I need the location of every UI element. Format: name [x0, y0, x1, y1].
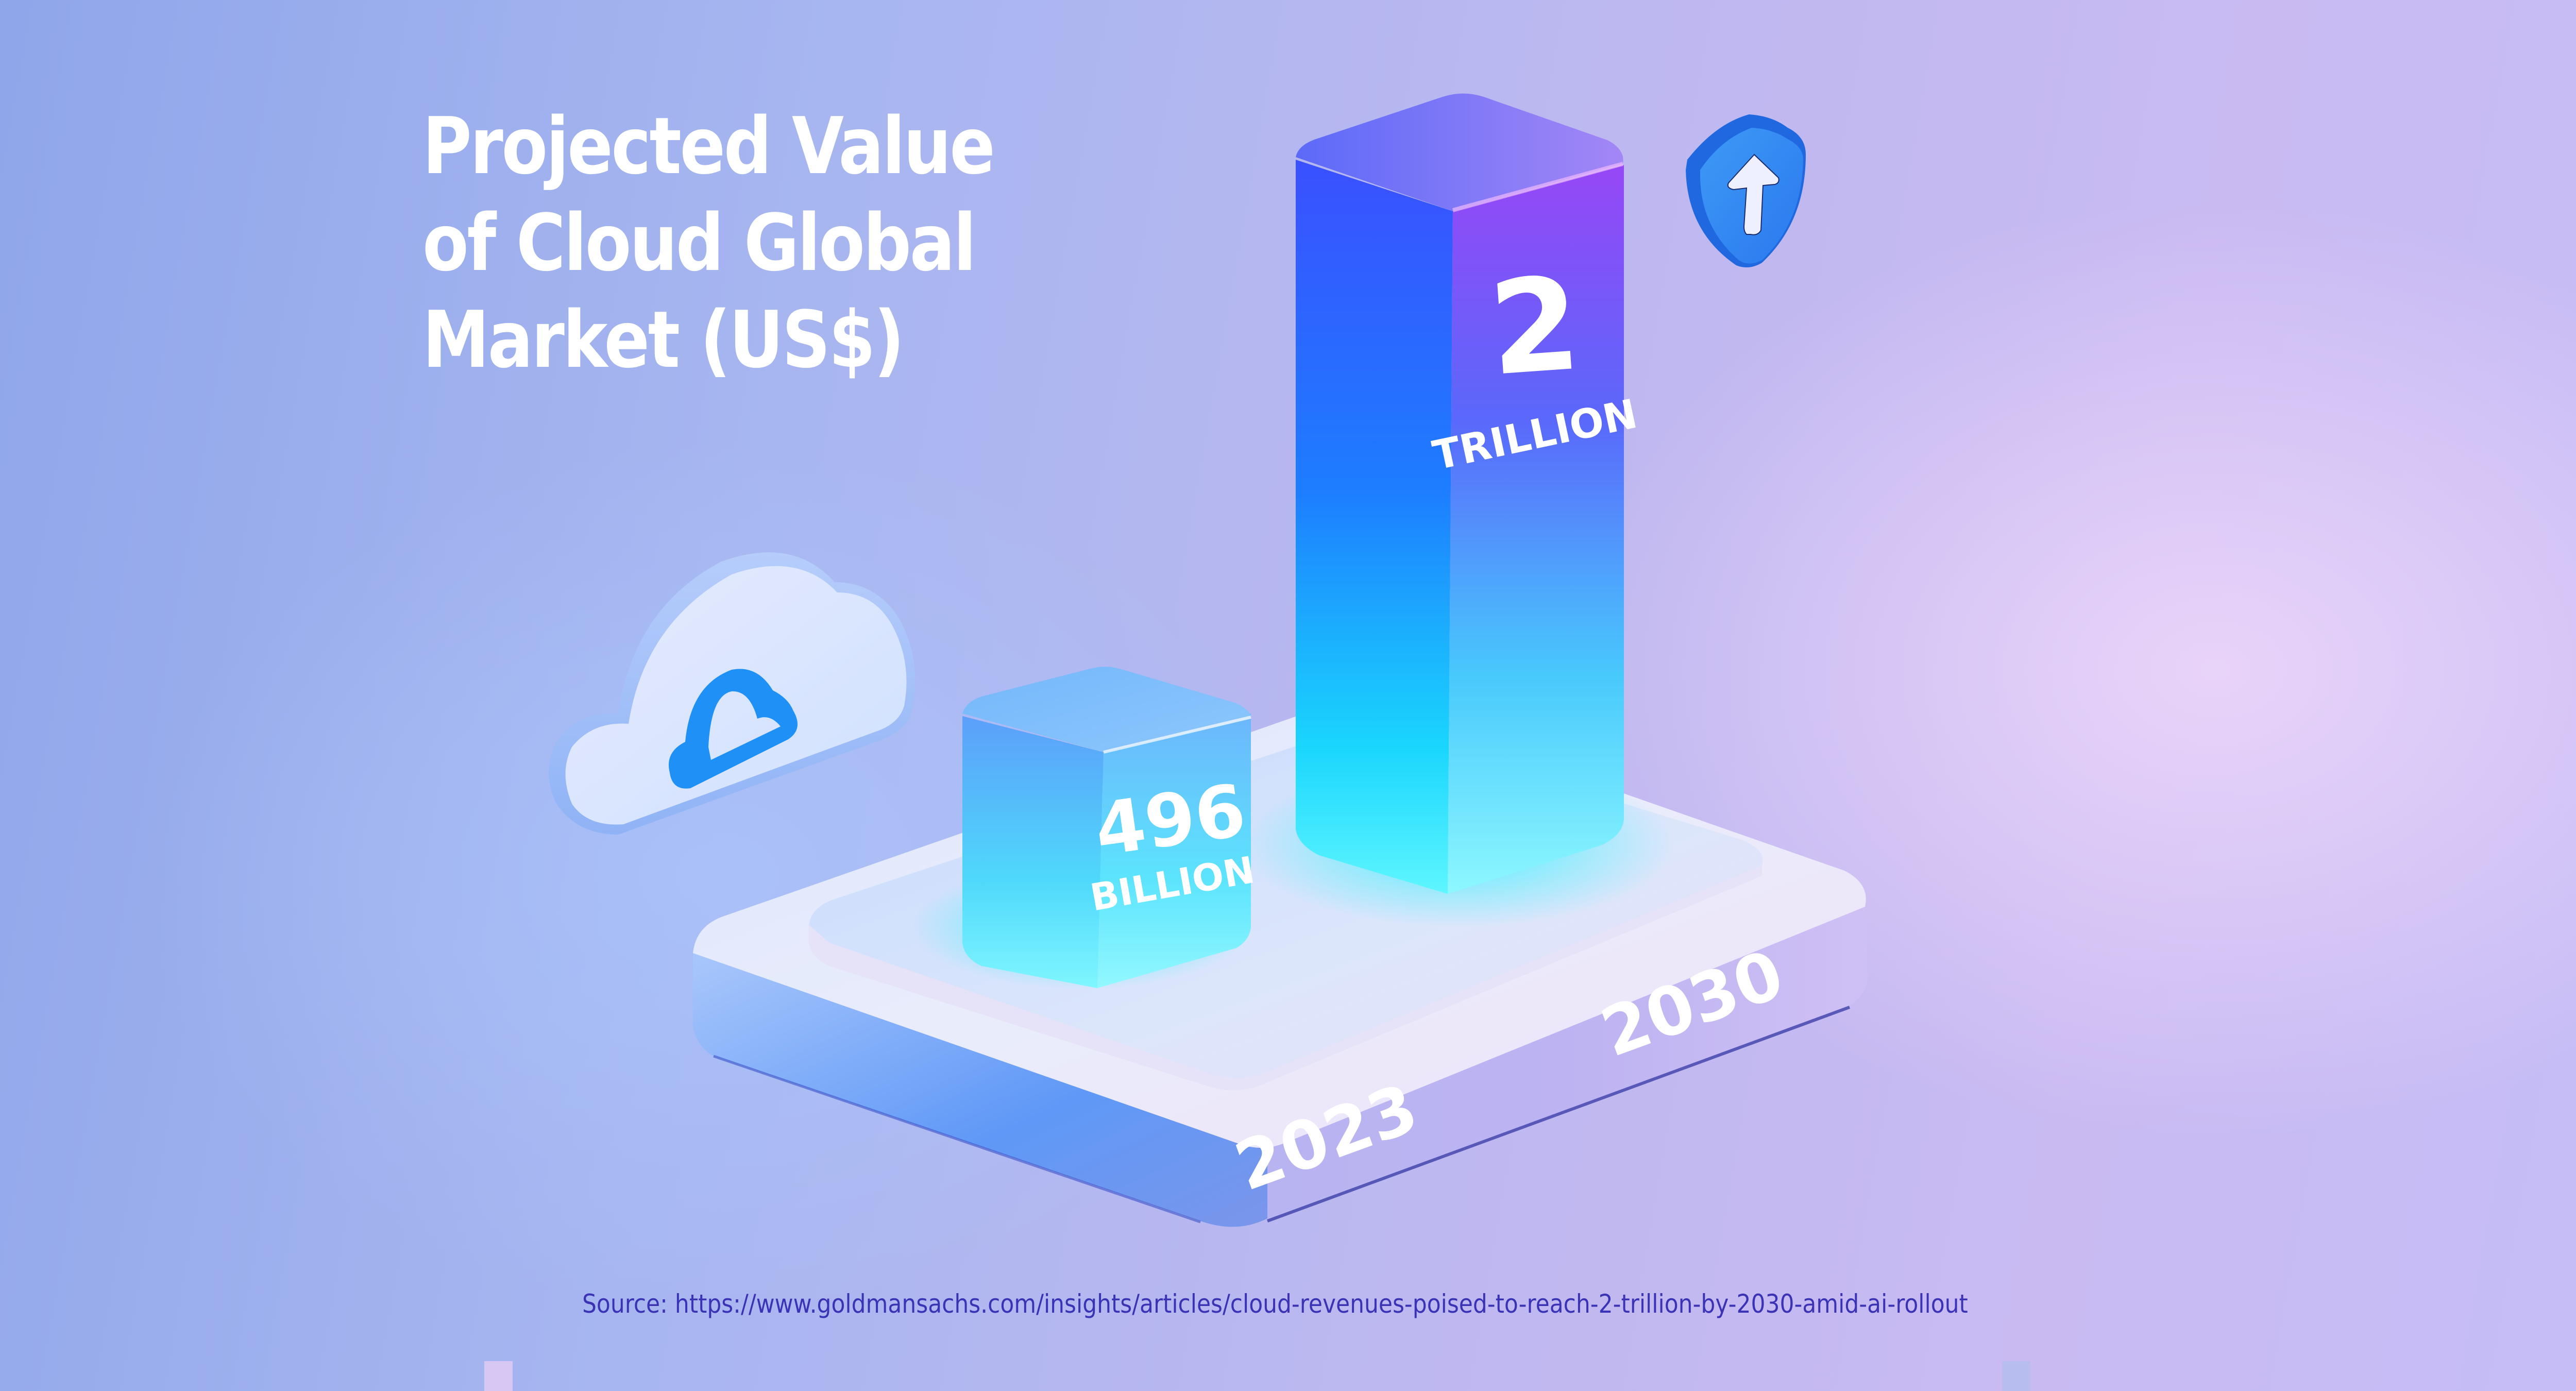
source-citation: Source: https://www.goldmansachs.com/ins… [582, 1289, 1968, 1319]
title-line-1: Projected Value [422, 100, 995, 192]
corner-marker-right [2002, 1361, 2030, 1391]
chart-title: Projected Value of Cloud Global Market (… [422, 98, 998, 388]
cloud-icon [549, 552, 916, 835]
bar-2030: 2 TRILLION [1296, 93, 1641, 894]
shield-arrow-up-icon [1686, 114, 1806, 267]
bar-2023: 496 BILLION [962, 667, 1258, 988]
title-line-3: Market (US$) [422, 294, 905, 385]
corner-marker-left [484, 1361, 513, 1391]
bar-2023-value: 496 [1090, 769, 1250, 873]
title-line-2: of Cloud Global [422, 197, 976, 289]
bar-2030-value: 2 [1485, 248, 1585, 404]
